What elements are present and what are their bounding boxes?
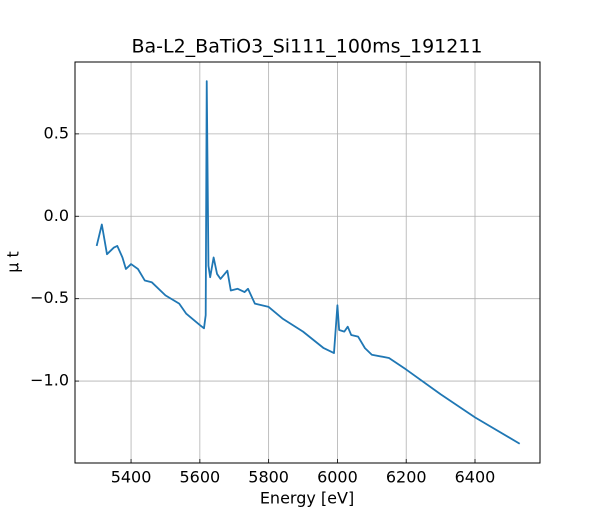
y-axis-label: μ t <box>4 251 23 273</box>
plot-frame <box>74 61 541 464</box>
x-tick-label: 5400 <box>111 468 152 487</box>
x-tick-label: 6400 <box>455 468 496 487</box>
x-tick-label: 6200 <box>386 468 427 487</box>
y-tick-label: −0.5 <box>30 288 69 307</box>
x-tick-label: 6000 <box>317 468 358 487</box>
x-tick-label: 5600 <box>179 468 220 487</box>
chart-title: Ba-L2_BaTiO3_Si111_100ms_191211 <box>131 36 482 58</box>
x-axis-label: Energy [eV] <box>260 489 354 508</box>
y-tick-label: −1.0 <box>30 371 69 390</box>
y-tick-label: 0.5 <box>44 123 69 142</box>
data-line <box>95 80 521 445</box>
x-tick-label: 5800 <box>248 468 289 487</box>
y-tick-label: 0.0 <box>44 206 69 225</box>
